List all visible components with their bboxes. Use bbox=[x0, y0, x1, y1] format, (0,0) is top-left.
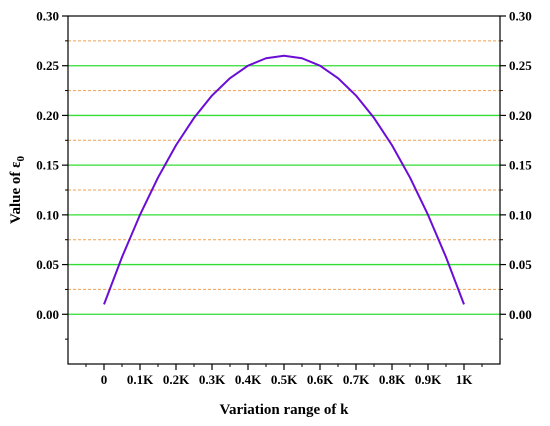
label-layer: 0.00 0.00 0.05 0.05 0.10 0.10 0.15 0.15 0.20 0.20… bbox=[36, 9, 532, 388]
y-axis-title: Value of ε0 bbox=[8, 155, 27, 224]
x-tick-label: 0.1K bbox=[127, 372, 154, 387]
x-tick-label: 1K bbox=[456, 372, 474, 387]
series-layer bbox=[103, 54, 465, 305]
y-tick-label-right: 0.25 bbox=[509, 58, 532, 73]
x-axis-title: Variation range of k bbox=[219, 402, 349, 418]
y-tick-label-right: 0.15 bbox=[509, 158, 532, 173]
grid-layer bbox=[68, 40, 500, 315]
x-tick-label: 0 bbox=[101, 372, 108, 387]
y-axis-title-main: Value of ε bbox=[8, 161, 24, 224]
y-axis-title-subscript: 0 bbox=[15, 155, 27, 161]
y-tick-label-right: 0.05 bbox=[509, 257, 532, 272]
x-tick-label: 0.4K bbox=[235, 372, 262, 387]
series-line bbox=[103, 54, 465, 305]
y-tick-label-right: 0.00 bbox=[509, 307, 532, 322]
y-tick-label-left: 0.10 bbox=[36, 207, 59, 222]
tick-layer bbox=[62, 15, 506, 370]
x-tick-label: 0.3K bbox=[199, 372, 226, 387]
y-tick-label-right: 0.10 bbox=[509, 207, 532, 222]
x-tick-label: 0.7K bbox=[343, 372, 370, 387]
x-tick-label: 0.8K bbox=[379, 372, 406, 387]
y-tick-label-left: 0.15 bbox=[36, 158, 59, 173]
y-tick-label-left: 0.30 bbox=[36, 9, 59, 24]
y-tick-label-left: 0.05 bbox=[36, 257, 59, 272]
y-tick-label-right: 0.20 bbox=[509, 108, 532, 123]
x-tick-label: 0.9K bbox=[415, 372, 442, 387]
y-tick-label-left: 0.25 bbox=[36, 58, 59, 73]
x-tick-label: 0.5K bbox=[271, 372, 298, 387]
x-tick-label: 0.6K bbox=[307, 372, 334, 387]
x-tick-label: 0.2K bbox=[163, 372, 190, 387]
y-tick-label-left: 0.20 bbox=[36, 108, 59, 123]
y-tick-label-left: 0.00 bbox=[36, 307, 59, 322]
y-tick-label-right: 0.30 bbox=[509, 9, 532, 24]
